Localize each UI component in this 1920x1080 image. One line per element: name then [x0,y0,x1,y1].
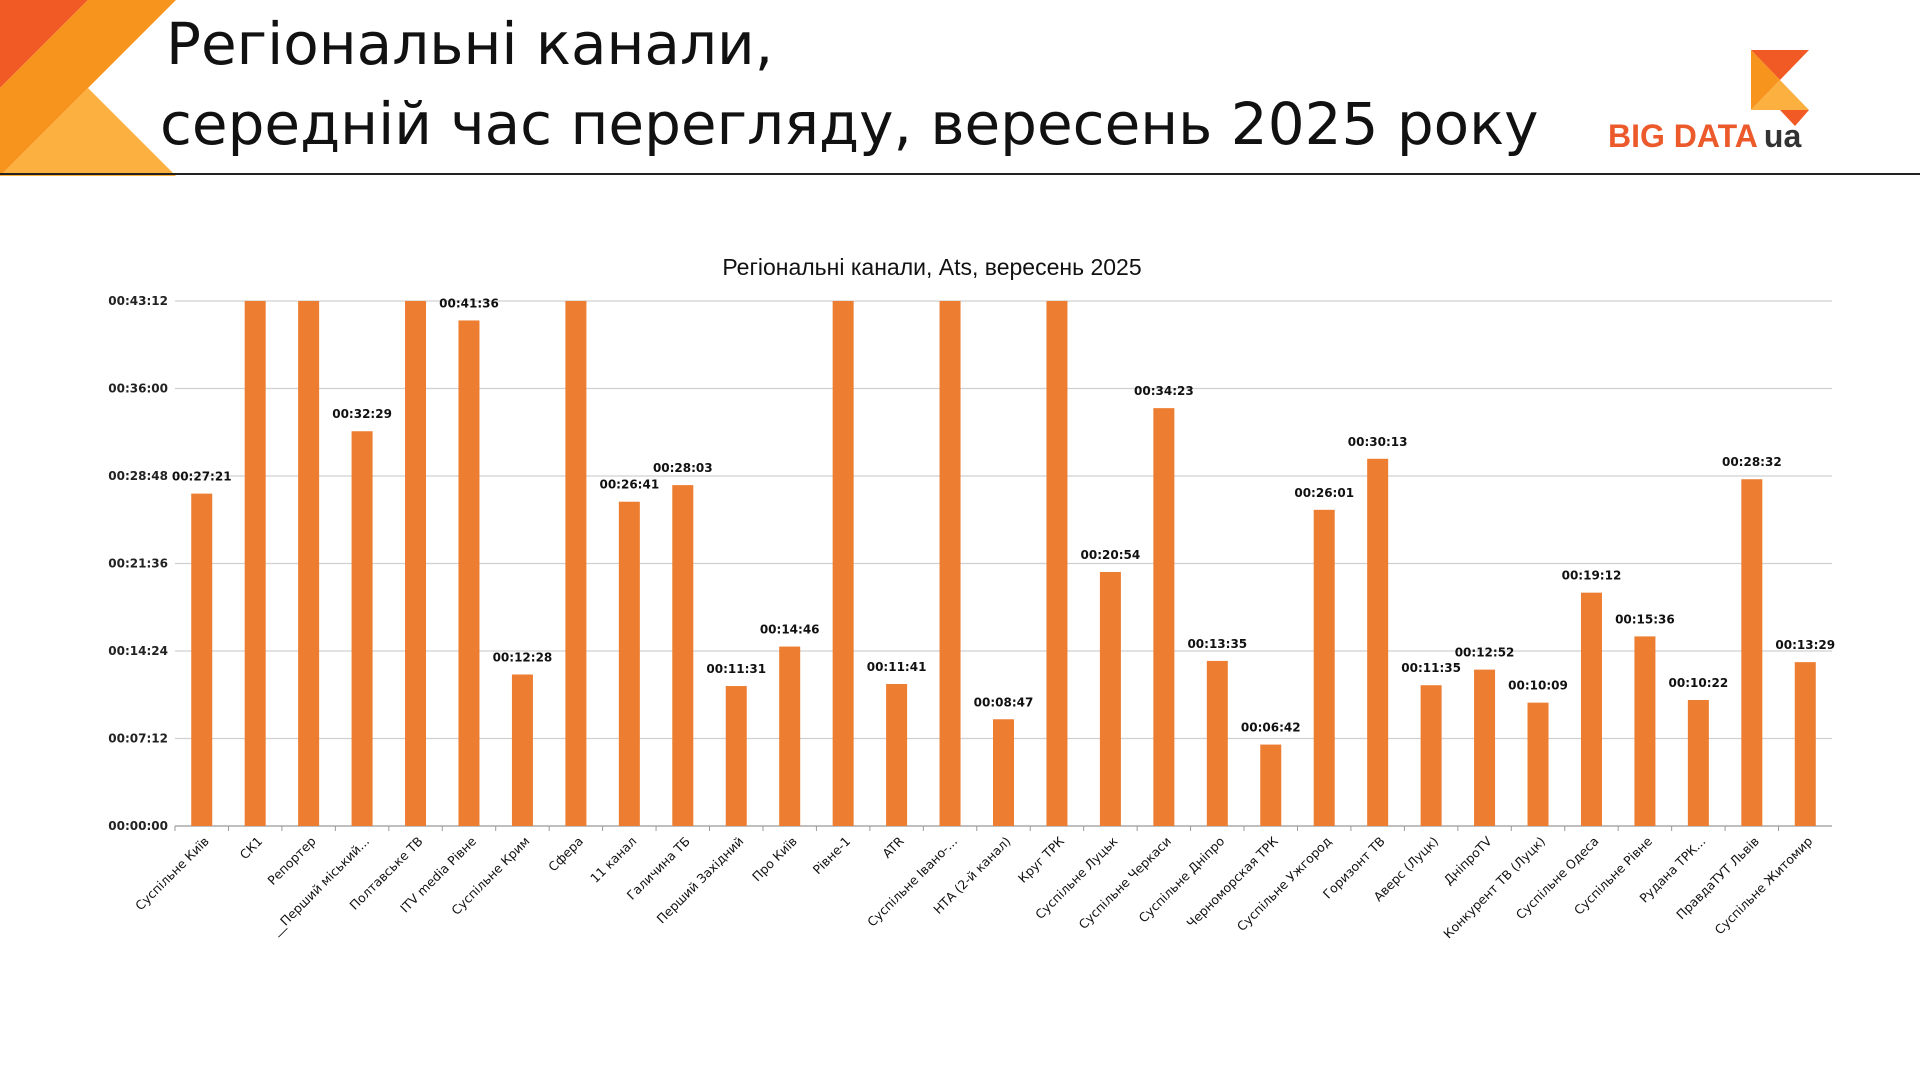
bar [1206,660,1228,826]
x-tick-label: __Перший міський... [268,834,373,939]
bar [779,646,801,826]
data-label: 00:20:54 [1081,548,1141,562]
bar [618,501,640,826]
data-label: 00:13:35 [1187,637,1247,651]
bar [1527,702,1549,826]
logo-wordmark: BIG DATA ua [1608,118,1801,155]
data-label: 00:11:41 [867,660,927,674]
data-label: 00:19:12 [1562,569,1622,583]
y-tick-label: 00:36:00 [108,382,168,396]
header-divider [0,173,1920,175]
data-label: 00:32:29 [332,407,392,421]
x-tick-label: Суспільне Черкаси [1076,834,1174,932]
bar [1367,458,1389,826]
data-label: 00:30:13 [1348,435,1408,449]
bar [1420,685,1442,826]
y-tick-label: 00:14:24 [108,644,168,658]
data-label: 00:08:47 [974,695,1034,709]
bar [672,485,694,826]
bar [244,301,266,826]
page-title-line-2: середній час перегляду, вересень 2025 ро… [160,90,1539,158]
x-tick-label: ДніпроTV [1441,833,1495,887]
x-tick-label: Конкурент ТВ (Луцк) [1440,834,1548,942]
x-tick-label: Суспільне Івано-... [864,834,960,930]
bar [1794,662,1816,826]
data-label: 00:12:52 [1455,646,1515,660]
chart-title: Регіональні канали, Ats, вересень 2025 [722,254,1141,280]
data-label: 00:26:01 [1294,486,1354,500]
data-label: 00:06:42 [1241,721,1301,735]
data-label: 00:12:28 [493,650,553,664]
x-tick-label: Рівне-1 [810,834,854,878]
logo-text: BIG DATA [1608,118,1758,154]
x-tick-label: 11 канал [587,834,639,886]
corner-triangle-light [0,88,176,176]
bar [565,301,587,826]
data-label: 00:11:31 [706,662,766,676]
chart-data-labels: 00:27:21 00:32:29 00:41:36 00:12:28 00:26:41… [172,296,1835,734]
x-tick-label: Черноморская ТРК [1184,833,1281,930]
bar [1260,744,1282,826]
bar [1634,636,1656,826]
y-axis: 00:00:00 00:07:12 00:14:24 00:21:36 00:28:48… [108,294,168,833]
x-axis: Суспільне Київ СК1 Репортер__Перший міськи… [132,826,1815,941]
bar [725,686,747,826]
bar [511,674,533,826]
x-tick-label: Суспільне Київ [132,834,212,914]
x-tick-label: Суспільне Ужгород [1234,834,1335,935]
bar [1474,669,1496,826]
x-tick-label: Про Київ [749,834,800,885]
data-label: 00:41:36 [439,296,499,310]
bar [1313,509,1335,826]
data-label: 00:11:35 [1401,661,1461,675]
bar [191,493,213,826]
data-label: 00:28:32 [1722,455,1782,469]
data-label: 00:14:46 [760,623,820,637]
y-tick-label: 00:07:12 [108,732,168,746]
x-tick-label: Круг ТРК [1015,833,1067,885]
data-label: 00:13:29 [1775,638,1835,652]
bar [1580,592,1602,826]
page-title-line-1: Регіональні канали, [166,10,774,78]
data-label: 00:10:09 [1508,679,1568,693]
bigdata-logo-icon [1751,50,1809,126]
logo-suffix: ua [1763,118,1802,154]
bar-chart: Регіональні канали, Ats, вересень 2025 0… [108,254,1835,941]
corner-decoration [0,0,176,176]
y-tick-label: 00:28:48 [108,469,168,483]
data-label: 00:10:22 [1669,676,1729,690]
data-label: 00:15:36 [1615,612,1675,626]
bar [1741,479,1763,826]
bar [1046,301,1068,826]
bar [1099,572,1121,826]
y-tick-label: 00:43:12 [108,294,168,308]
bar [1153,408,1175,826]
page-title: Регіональні канали, середній час перегля… [160,4,1539,164]
data-label: 00:27:21 [172,470,232,484]
bar [405,301,427,826]
bar [832,301,854,826]
corner-triangle-light-left [0,88,88,176]
bar [993,719,1014,826]
bar [939,301,961,826]
bar [458,320,480,826]
data-label: 00:28:03 [653,461,713,475]
x-tick-label: Репортер [264,833,318,887]
y-tick-label: 00:21:36 [108,557,168,571]
chart-bars [191,301,1816,826]
data-label: 00:34:23 [1134,384,1194,398]
bar [351,431,373,826]
x-tick-label: СК1 [237,834,266,863]
y-tick-label: 00:00:00 [108,819,168,833]
data-label: 00:26:41 [599,478,659,492]
corner-triangle-mid [0,0,176,88]
bar [1687,700,1709,826]
x-tick-label: ATR [879,833,907,861]
bar [298,301,320,826]
x-tick-label: Сфера [545,834,586,875]
bar [886,684,908,826]
x-tick-label: Суспільне Житомир [1712,833,1816,937]
